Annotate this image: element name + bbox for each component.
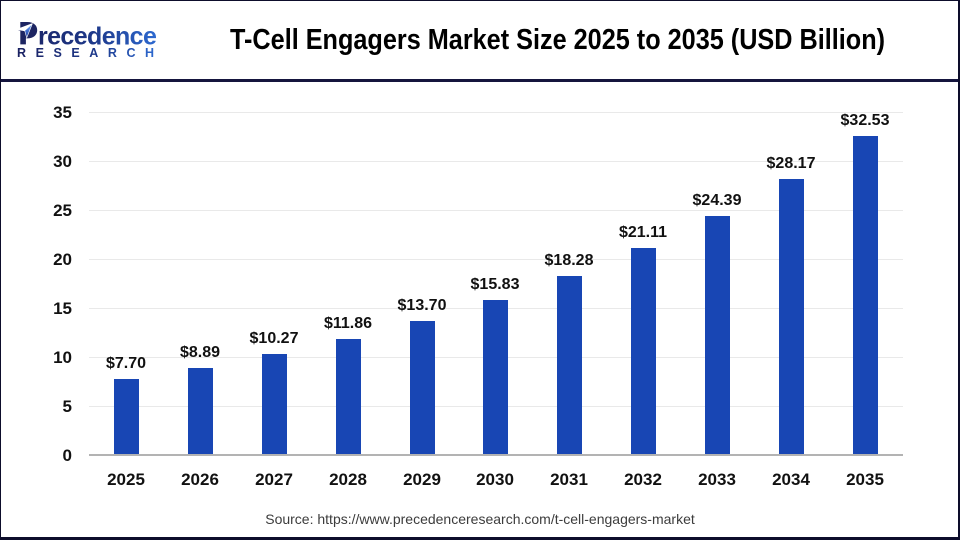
svg-text:RESEARCH: RESEARCH xyxy=(17,46,164,60)
svg-text:recedence: recedence xyxy=(38,23,157,51)
